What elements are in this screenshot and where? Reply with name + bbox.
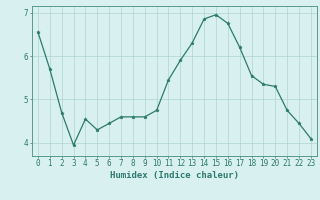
X-axis label: Humidex (Indice chaleur): Humidex (Indice chaleur): [110, 171, 239, 180]
